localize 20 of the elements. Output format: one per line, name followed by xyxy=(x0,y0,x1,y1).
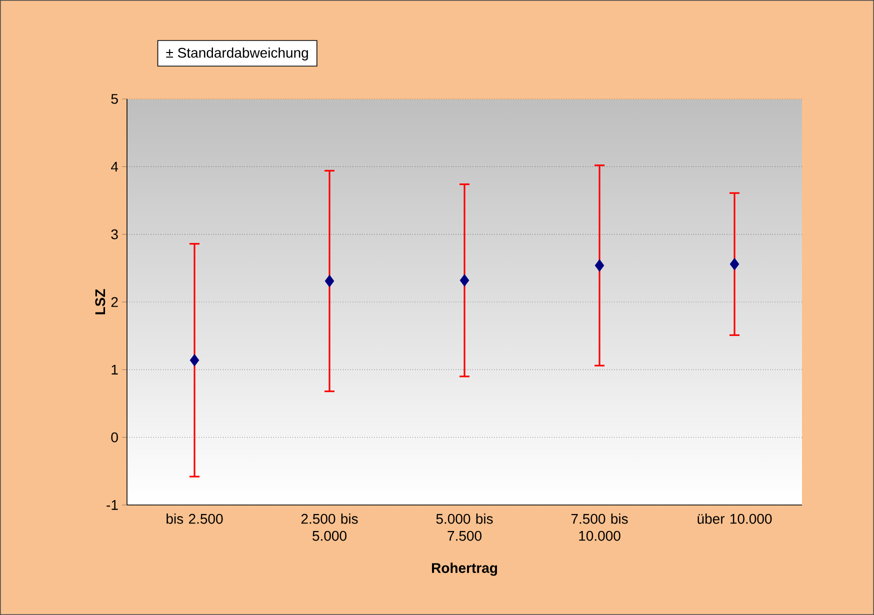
y-tick-label: 5 xyxy=(111,94,118,104)
point xyxy=(460,274,470,287)
point xyxy=(730,258,740,270)
point xyxy=(190,354,200,366)
y-tick-label: 0 xyxy=(111,432,118,442)
x-tick-label: über 10.000 xyxy=(698,514,772,524)
y-tick-label: -1 xyxy=(106,500,118,510)
text: ± Standardabweichung xyxy=(166,47,308,61)
x-tick-label: bis 2.500 xyxy=(166,514,223,524)
x-tick-label: 2.500 bis 5.000 xyxy=(301,514,358,541)
point xyxy=(324,274,334,288)
y-tick-label: 4 xyxy=(110,162,118,172)
x-axis-title: Rohertrag xyxy=(432,562,498,576)
y-tick-label: 2 xyxy=(111,297,118,307)
x-tick-label: 7.500 bis 10.000 xyxy=(571,514,628,541)
point xyxy=(594,259,604,272)
x-tick-label: 5.000 bis 7.500 xyxy=(436,514,493,541)
y-axis-title: LSZ xyxy=(95,289,106,314)
y-tick-label: 3 xyxy=(111,229,118,240)
y-tick-label: 1 xyxy=(112,364,118,374)
